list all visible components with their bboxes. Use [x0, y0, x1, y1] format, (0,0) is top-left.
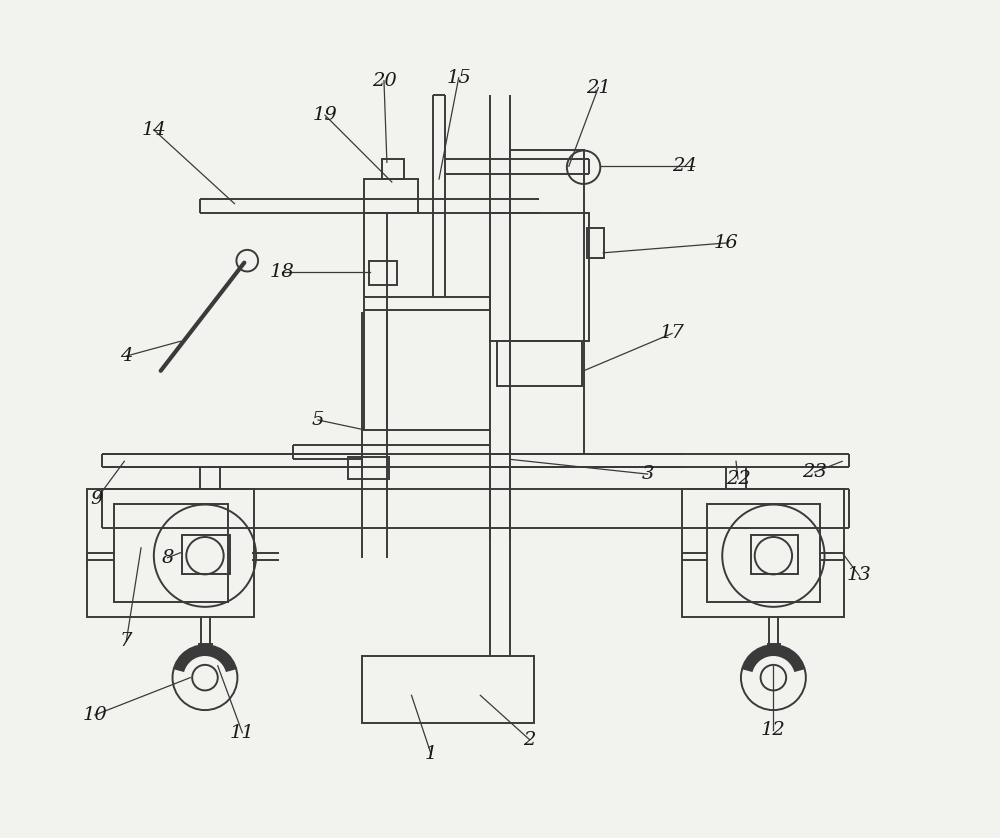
Text: 9: 9 [91, 489, 103, 508]
Text: 5: 5 [312, 411, 324, 429]
Bar [510, 149, 584, 454]
Bar [382, 159, 404, 179]
Text: 22: 22 [726, 470, 750, 488]
Text: 12: 12 [761, 721, 786, 739]
Text: 23: 23 [802, 463, 827, 481]
Text: 21: 21 [586, 79, 611, 96]
Text: 24: 24 [673, 158, 697, 175]
Bar [682, 489, 844, 617]
Text: 11: 11 [230, 724, 255, 742]
Text: 8: 8 [161, 549, 174, 566]
Text: 17: 17 [660, 324, 684, 343]
Wedge shape [742, 645, 805, 672]
Text: 13: 13 [847, 566, 871, 584]
Text: 4: 4 [120, 347, 132, 365]
Text: 1: 1 [425, 745, 437, 763]
Bar [114, 504, 228, 602]
Text: 3: 3 [641, 465, 654, 483]
Bar [362, 656, 534, 723]
Bar [364, 179, 418, 214]
Bar [87, 489, 254, 617]
Bar [587, 228, 604, 258]
Text: 16: 16 [714, 234, 739, 252]
Text: 18: 18 [269, 263, 294, 282]
Text: 15: 15 [446, 69, 471, 87]
Bar [751, 535, 798, 574]
Bar [490, 214, 589, 341]
Bar [497, 341, 582, 385]
Bar [182, 535, 230, 574]
Text: 20: 20 [372, 72, 396, 90]
Text: 19: 19 [313, 106, 337, 124]
Text: 10: 10 [82, 706, 107, 724]
Bar [348, 458, 389, 479]
Text: 14: 14 [141, 121, 166, 139]
Bar [369, 261, 397, 285]
Text: 7: 7 [120, 632, 132, 650]
Text: 2: 2 [523, 731, 536, 748]
Bar [707, 504, 820, 602]
Wedge shape [174, 645, 236, 672]
